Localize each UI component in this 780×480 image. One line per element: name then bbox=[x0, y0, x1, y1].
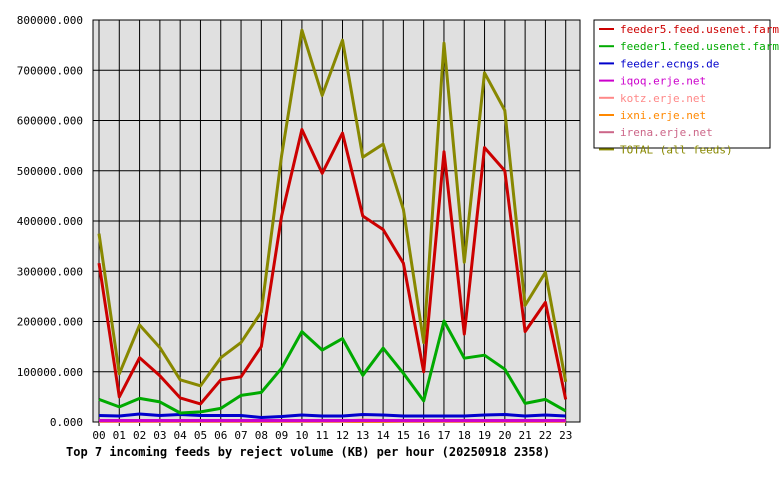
x-tick-label: 23 bbox=[559, 429, 572, 442]
series-lines bbox=[97, 28, 568, 423]
legend-entry: feeder5.feed.usenet.farm bbox=[620, 23, 779, 36]
x-tick-label: 11 bbox=[316, 429, 329, 442]
y-tick-label: 100000.000 bbox=[17, 366, 83, 379]
x-tick-label: 14 bbox=[376, 429, 390, 442]
x-tick-label: 17 bbox=[437, 429, 450, 442]
y-tick-label: 800000.000 bbox=[17, 14, 83, 27]
x-tick-label: 15 bbox=[397, 429, 410, 442]
series-line bbox=[97, 128, 568, 406]
legend-entry: TOTAL (all feeds) bbox=[620, 143, 733, 156]
series-line bbox=[98, 412, 566, 419]
y-tick-label: 300000.000 bbox=[17, 265, 83, 278]
legend-entry: ixni.erje.net bbox=[620, 109, 706, 122]
x-tick-label: 09 bbox=[275, 429, 288, 442]
x-tick-label: 01 bbox=[113, 429, 126, 442]
x-tick-label: 04 bbox=[174, 429, 188, 442]
legend-entry: kotz.erje.net bbox=[620, 92, 706, 105]
x-tick-label: 02 bbox=[133, 429, 146, 442]
y-tick-label: 0.000 bbox=[50, 416, 83, 429]
x-tick-label: 20 bbox=[498, 429, 511, 442]
x-tick-label: 22 bbox=[539, 429, 552, 442]
x-tick-label: 03 bbox=[153, 429, 166, 442]
legend-box bbox=[593, 19, 771, 149]
y-tick-label: 500000.000 bbox=[17, 165, 83, 178]
legend-entry: iqoq.erje.net bbox=[620, 75, 706, 88]
legend-entry: irena.erje.net bbox=[620, 126, 713, 139]
x-tick-label: 18 bbox=[458, 429, 471, 442]
legend-entry: feeder1.feed.usenet.farm bbox=[620, 40, 779, 53]
x-tick-label: 05 bbox=[194, 429, 207, 442]
y-tick-label: 400000.000 bbox=[17, 215, 83, 228]
x-tick-label: 10 bbox=[295, 429, 308, 442]
x-tick-label: 08 bbox=[255, 429, 268, 442]
x-axis-ticks: 00 01 02 03 04 05 06 07 08 09 10 11 12 13 14 15 16 17 18 19… bbox=[92, 429, 572, 442]
y-tick-label: 200000.000 bbox=[17, 316, 83, 329]
x-tick-label: 19 bbox=[478, 429, 491, 442]
y-axis-ticks: 0.000 100000.000 200000.000 300000.000 40000… bbox=[17, 14, 83, 429]
legend-entry: feeder.ecngs.de bbox=[620, 57, 719, 70]
series-line bbox=[98, 319, 567, 415]
x-tick-label: 16 bbox=[417, 429, 430, 442]
x-tick-label: 06 bbox=[214, 429, 227, 442]
y-tick-label: 700000.000 bbox=[17, 64, 83, 77]
x-tick-label: 21 bbox=[519, 429, 532, 442]
legend: feeder5.feed.usenet.farm feeder1.feed.use… bbox=[593, 19, 779, 156]
chart-title: Top 7 incoming feeds by reject volume (K… bbox=[66, 445, 550, 459]
x-tick-label: 00 bbox=[92, 429, 105, 442]
x-tick-label: 07 bbox=[234, 429, 247, 442]
series-line bbox=[97, 28, 568, 388]
x-tick-label: 12 bbox=[336, 429, 349, 442]
y-tick-label: 600000.000 bbox=[17, 115, 83, 128]
x-tick-label: 13 bbox=[356, 429, 369, 442]
